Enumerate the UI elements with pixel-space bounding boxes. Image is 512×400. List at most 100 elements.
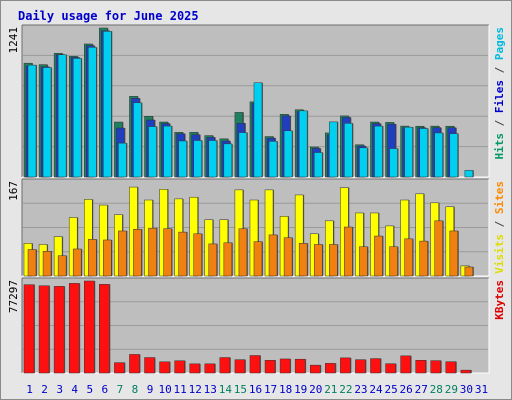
x-tick-label: 21: [324, 383, 337, 396]
bar-kbytes-day-15: [234, 359, 246, 374]
bar-kbytes-day-27: [415, 360, 426, 374]
bar-pages-day-8: [133, 102, 142, 178]
bar-sites-day-9: [148, 227, 157, 277]
bar-sites-day-19: [298, 243, 308, 277]
bar-sites-day-1: [27, 249, 37, 277]
x-tick-label: 29: [445, 383, 458, 396]
bar-pages-day-24: [374, 125, 383, 178]
bar-sites-day-26: [404, 238, 413, 277]
x-tick-label: 6: [102, 383, 109, 396]
x-axis-labels: 1 2 3 4 5 6 7 8 9 10 11 12 13 14 15 16 17 18 19 20 21 22 23 24 2…: [26, 383, 488, 396]
bar-sites-day-13: [208, 243, 218, 277]
bar-kbytes-day-11: [174, 360, 185, 374]
x-tick-label: 10: [158, 383, 171, 396]
bar-pages-day-22: [344, 123, 353, 178]
bar-kbytes-day-10: [159, 361, 170, 374]
x-tick-label: 1: [26, 383, 33, 396]
bar-kbytes-day-8: [129, 354, 140, 374]
bar-sites-day-28: [434, 220, 443, 277]
bar-sites-day-23: [359, 246, 368, 277]
bar-sites-day-17: [268, 234, 278, 277]
panel-kbytes: 77297 KBytes: [7, 277, 506, 374]
legend-entry: Sites: [493, 181, 506, 214]
x-tick-label: 20: [309, 383, 322, 396]
x-tick-label: 22: [339, 383, 352, 396]
bar-pages-day-6: [103, 31, 112, 178]
bar-sites-day-4: [72, 248, 82, 277]
bar-pages-day-11: [178, 140, 187, 178]
x-tick-label: 7: [117, 383, 124, 396]
bar-kbytes-day-19: [294, 358, 306, 374]
bar-kbytes-day-20: [309, 364, 321, 374]
bar-sites-day-16: [253, 241, 263, 277]
chart-title: Daily usage for June 2025: [18, 9, 199, 23]
legend: Hits / Files / Pages: [493, 27, 506, 160]
x-tick-label: 28: [430, 383, 443, 396]
bar-pages-day-20: [313, 152, 323, 178]
bar-pages-day-26: [404, 126, 413, 178]
bar-sites-day-5: [88, 239, 97, 277]
legend-entry: /: [493, 214, 506, 234]
bar-sites-day-8: [133, 229, 142, 277]
bar-sites-day-18: [283, 237, 293, 277]
bar-kbytes-day-5: [84, 280, 95, 374]
series-sites: [27, 220, 474, 277]
bar-kbytes-day-1: [23, 284, 35, 374]
bar-sites-day-6: [103, 239, 112, 277]
bar-pages-day-30: [464, 170, 474, 178]
bar-sites-day-21: [329, 244, 338, 277]
x-tick-label: 15: [234, 383, 247, 396]
series-pages: [27, 31, 474, 178]
bar-pages-day-17: [268, 141, 278, 178]
x-tick-label: 27: [415, 383, 428, 396]
bar-sites-day-2: [42, 250, 52, 277]
bar-sites-day-10: [163, 228, 172, 277]
bar-sites-day-14: [223, 242, 233, 277]
x-tick-label: 2: [41, 383, 48, 396]
legend-entry: Visits: [493, 234, 506, 274]
bar-kbytes-day-14: [219, 357, 231, 374]
bar-kbytes-day-2: [38, 285, 50, 374]
x-tick-label: 5: [86, 383, 93, 396]
x-tick-label: 23: [354, 383, 367, 396]
bar-sites-day-22: [344, 226, 353, 277]
bar-kbytes-day-26: [400, 355, 411, 374]
legend-entry: Pages: [493, 27, 506, 60]
bar-sites-day-11: [178, 231, 187, 277]
bar-kbytes-day-12: [189, 363, 200, 374]
bar-pages-day-14: [223, 143, 233, 178]
x-tick-label: 26: [400, 383, 413, 396]
x-tick-label: 8: [132, 383, 139, 396]
x-tick-label: 13: [204, 383, 217, 396]
legend-entry: KBytes: [493, 280, 506, 320]
legend-entry: /: [493, 60, 506, 80]
x-tick-label: 3: [56, 383, 63, 396]
legend-entry: /: [493, 113, 506, 133]
bar-pages-day-9: [148, 126, 157, 178]
legend-entry: Hits: [493, 133, 506, 160]
bar-kbytes-day-22: [340, 357, 351, 374]
bar-pages-day-28: [434, 132, 443, 178]
x-tick-label: 14: [219, 383, 233, 396]
bar-pages-day-27: [419, 128, 428, 178]
y-max-label: 167: [7, 181, 20, 201]
x-tick-label: 9: [147, 383, 154, 396]
x-tick-label: 11: [174, 383, 187, 396]
bar-sites-day-24: [374, 235, 383, 277]
bar-kbytes-day-3: [53, 286, 65, 374]
bar-kbytes-day-13: [204, 363, 216, 374]
x-tick-label: 16: [249, 383, 262, 396]
bar-pages-day-12: [193, 140, 202, 178]
panel-pages-files-hits: 1241 Hits / Files / Pages: [7, 24, 506, 178]
y-max-label: 1241: [7, 27, 20, 54]
bar-pages-day-3: [57, 54, 67, 178]
legend: Visits / Sites: [493, 181, 506, 274]
panel-visits-sites: 167 Visits / Sites: [7, 178, 506, 277]
bar-kbytes-day-9: [144, 357, 155, 374]
bar-kbytes-day-23: [355, 359, 366, 374]
legend-entry: Files: [493, 80, 506, 113]
bar-kbytes-day-21: [325, 363, 336, 374]
bar-pages-day-4: [72, 58, 82, 178]
bar-kbytes-day-18: [279, 358, 291, 374]
